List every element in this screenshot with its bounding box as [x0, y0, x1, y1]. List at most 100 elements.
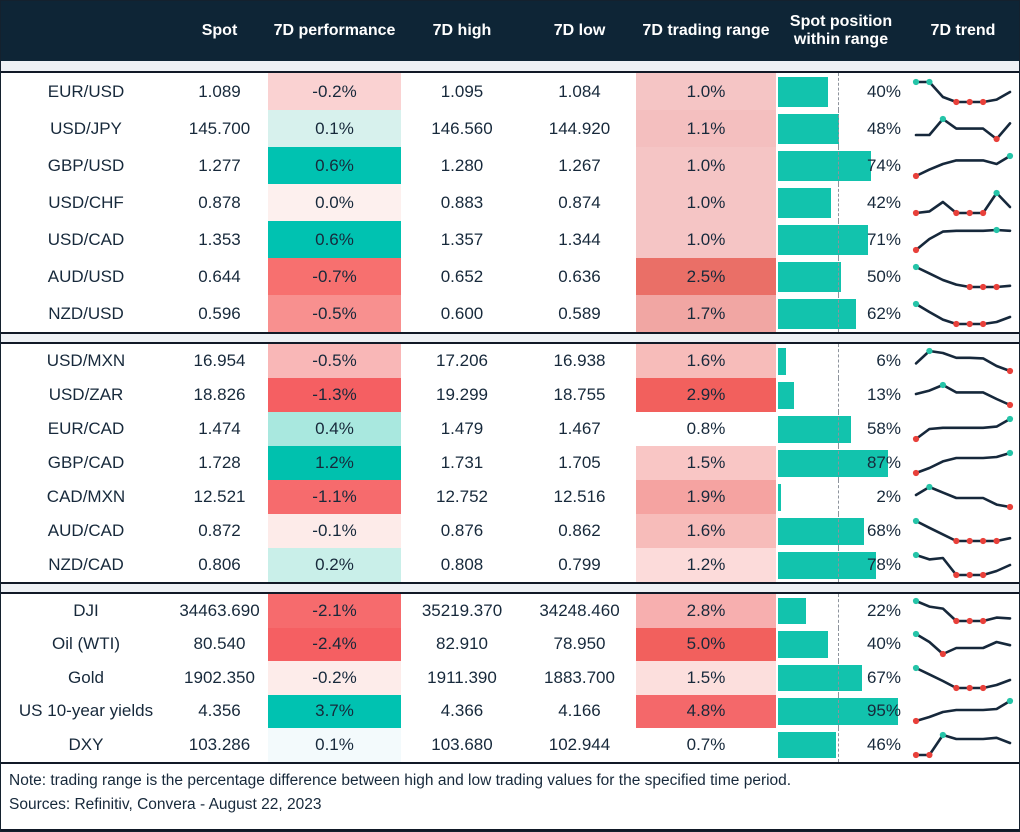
table-row: EUR/CAD 1.474 0.4% 1.479 1.467 0.8% 58%: [1, 412, 1019, 446]
spot-position-cell: 48%: [776, 110, 906, 147]
spot-value: 0.644: [198, 266, 241, 286]
trading-range-cell: 1.6%: [636, 344, 776, 378]
low-value: 18.755: [553, 385, 606, 404]
table-row: DJI 34463.690 -2.1% 35219.370 34248.460 2.8% 2…: [1, 594, 1019, 628]
header-7d-performance: 7D performance: [273, 21, 396, 39]
instrument-label: GBP/USD: [47, 155, 125, 175]
trend-min-dot: [966, 571, 973, 579]
spot-value: 1.089: [198, 81, 241, 101]
trading-range-cell: 0.8%: [636, 412, 776, 446]
low-value: 102.944: [548, 734, 611, 754]
table-row: USD/JPY 145.700 0.1% 146.560 144.920 1.1% 48%: [1, 110, 1019, 147]
spot-value: 1.353: [198, 229, 241, 249]
trend-max-dot: [1006, 698, 1014, 705]
spot-position-cell: 58%: [776, 412, 906, 446]
trend-cell: [906, 628, 1019, 662]
performance-cell: -0.5%: [268, 344, 401, 378]
position-bar: [778, 449, 888, 477]
position-bar: [778, 415, 852, 443]
table-row: GBP/USD 1.277 0.6% 1.280 1.267 1.0% 74%: [1, 147, 1019, 184]
trading-range-cell: 1.2%: [636, 548, 776, 582]
instrument-label: USD/MXN: [46, 351, 126, 370]
midpoint-dashed-line: [838, 412, 839, 446]
trading-range-cell: 0.7%: [636, 728, 776, 762]
trend-min-dot: [993, 537, 1000, 545]
trading-range-cell: 1.1%: [636, 110, 776, 147]
performance-cell: -0.2%: [268, 73, 401, 110]
high-value: 0.600: [440, 303, 484, 323]
high-value: 12.752: [436, 487, 488, 506]
trend-sparkline: [912, 517, 1012, 545]
trend-min-dot: [953, 537, 960, 545]
trading-range-cell: 2.5%: [636, 258, 776, 295]
trend-sparkline: [912, 597, 1012, 624]
header-spot: Spot: [201, 21, 238, 39]
table-row: NZD/CAD 0.806 0.2% 0.808 0.799 1.2% 78%: [1, 548, 1019, 582]
section-indices-commodities: DJI 34463.690 -2.1% 35219.370 34248.460 2.8% 2…: [1, 594, 1019, 762]
trend-min-dot: [980, 98, 987, 105]
table-row: EUR/USD 1.089 -0.2% 1.095 1.084 1.0% 40%: [1, 73, 1019, 110]
position-percent-label: 48%: [866, 118, 901, 138]
trend-min-dot: [912, 718, 920, 725]
spot-value: 12.521: [193, 487, 246, 506]
trend-sparkline: [912, 731, 1012, 758]
trend-min-dot: [980, 617, 987, 624]
trend-min-dot: [912, 469, 920, 477]
instrument-label: US 10-year yields: [18, 701, 154, 721]
spot-position-cell: 50%: [776, 258, 906, 295]
performance-cell: -2.1%: [268, 594, 401, 628]
low-value: 1883.700: [544, 667, 615, 687]
trend-max-dot: [912, 664, 920, 671]
trend-cell: [906, 258, 1019, 295]
low-value: 1.467: [558, 419, 601, 438]
midpoint-dashed-line: [838, 110, 839, 147]
trend-sparkline: [914, 115, 1012, 142]
spot-position-cell: 13%: [776, 378, 906, 412]
trend-max-dot: [926, 347, 933, 355]
trend-max-dot: [926, 78, 933, 85]
position-bar: [778, 150, 872, 181]
instrument-label: Gold: [68, 667, 104, 687]
instrument-label: NZD/USD: [48, 303, 124, 323]
trading-range-cell: 5.0%: [636, 627, 776, 661]
table-row: AUD/USD 0.644 -0.7% 0.652 0.636 2.5% 50%: [1, 258, 1019, 295]
high-value: 0.808: [440, 555, 484, 574]
trend-min-dot: [912, 751, 920, 758]
performance-cell: 0.4%: [268, 412, 401, 446]
header-7d-trading-range: 7D trading range: [642, 21, 770, 39]
spot-position-cell: 22%: [776, 594, 906, 628]
trend-max-dot: [1006, 152, 1014, 159]
trend-min-dot: [980, 209, 987, 216]
position-percent-label: 50%: [866, 266, 901, 286]
performance-cell: -0.7%: [268, 258, 401, 295]
position-percent-label: 71%: [866, 229, 901, 249]
trend-max-dot: [912, 517, 920, 525]
trend-min-dot: [953, 98, 960, 105]
trend-min-dot: [953, 571, 960, 579]
footer-note: Note: trading range is the percentage di…: [9, 771, 792, 789]
low-value: 0.636: [558, 266, 601, 286]
trading-range-cell: 1.0%: [636, 147, 776, 184]
low-value: 1.705: [558, 453, 601, 472]
performance-cell: -0.2%: [268, 661, 401, 695]
instrument-label: AUD/CAD: [47, 521, 125, 540]
performance-cell: 0.1%: [268, 728, 401, 762]
trend-max-dot: [993, 189, 1000, 196]
trend-min-dot: [966, 283, 973, 290]
footer: Note: trading range is the percentage di…: [1, 761, 1019, 831]
trend-cell: [906, 184, 1019, 221]
trend-min-dot: [993, 135, 1000, 142]
trend-min-dot: [939, 651, 946, 658]
position-percent-label: 95%: [866, 701, 901, 721]
trend-min-dot: [966, 98, 973, 105]
spot-position-cell: 67%: [776, 661, 906, 695]
section-major-pairs: EUR/USD 1.089 -0.2% 1.095 1.084 1.0% 40% USD/JP…: [1, 73, 1019, 332]
instrument-label: EUR/CAD: [47, 419, 125, 438]
midpoint-dashed-line: [838, 694, 839, 728]
spot-value: 4.356: [198, 701, 241, 721]
trend-sparkline: [912, 78, 1012, 105]
position-percent-label: 40%: [866, 634, 901, 654]
trend-max-dot: [912, 597, 920, 604]
midpoint-dashed-line: [838, 594, 839, 628]
instrument-label: CAD/MXN: [46, 487, 126, 506]
